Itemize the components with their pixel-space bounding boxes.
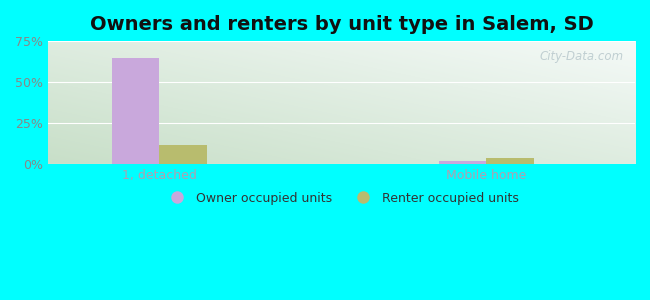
Bar [112,58,159,164]
Bar [439,161,486,164]
Text: City-Data.com: City-Data.com [539,50,623,63]
Legend: Owner occupied units, Renter occupied units: Owner occupied units, Renter occupied un… [159,187,523,210]
Title: Owners and renters by unit type in Salem, SD: Owners and renters by unit type in Salem… [90,15,593,34]
Bar [159,145,207,164]
Bar [486,158,534,164]
